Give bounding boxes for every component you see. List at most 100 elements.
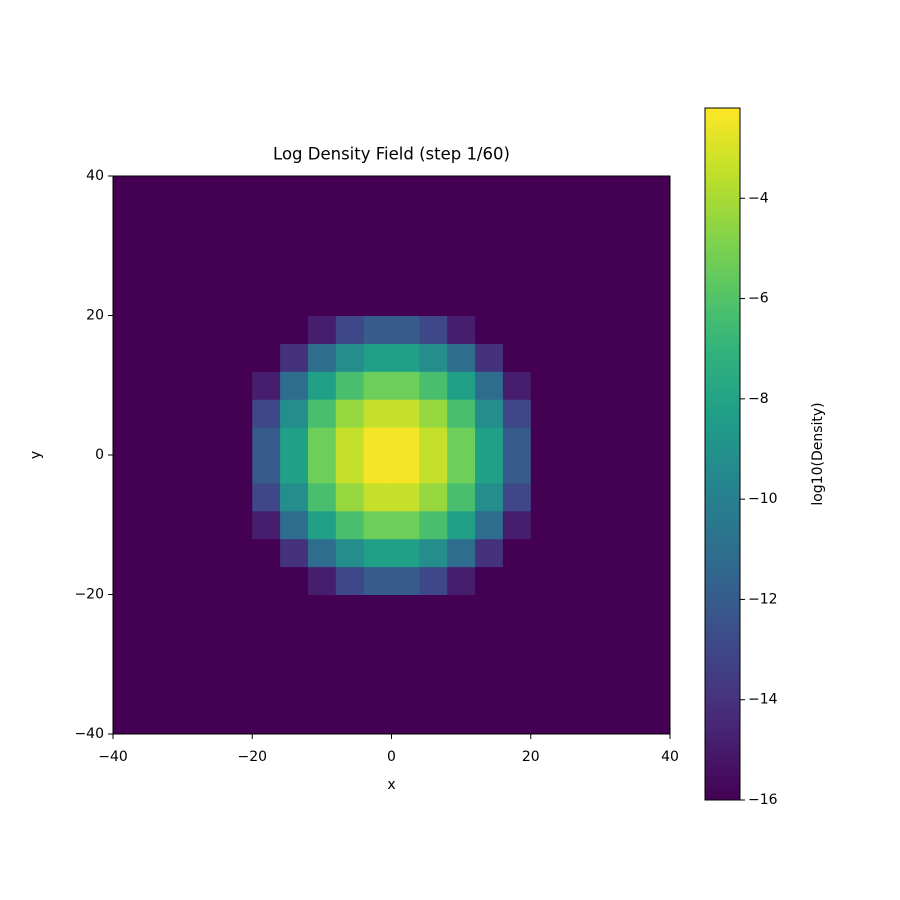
- heatmap-cell: [502, 594, 532, 623]
- heatmap-cell: [642, 203, 671, 233]
- x-tick-label: 0: [387, 749, 396, 765]
- heatmap-cell: [530, 678, 560, 707]
- heatmap-cell: [224, 231, 253, 261]
- heatmap-cell: [475, 287, 504, 316]
- heatmap-cell: [224, 287, 253, 316]
- heatmap-cell: [475, 706, 504, 735]
- heatmap-cell: [447, 650, 476, 679]
- heatmap-cell: [558, 343, 587, 372]
- heatmap-cell: [475, 566, 504, 595]
- heatmap-cell: [586, 371, 615, 400]
- heatmap-cell: [196, 510, 225, 540]
- heatmap-cell: [530, 287, 560, 316]
- heatmap-cell: [614, 399, 643, 428]
- heatmap-cell: [335, 231, 365, 261]
- heatmap-cell: [475, 399, 504, 428]
- colorbar-tick-label: −6: [748, 291, 769, 307]
- heatmap-cell: [196, 315, 225, 344]
- colorbar-tick-label: −8: [748, 391, 769, 407]
- heatmap-cell: [280, 343, 309, 372]
- heatmap-cell: [140, 650, 170, 679]
- heatmap-cell: [335, 594, 365, 623]
- heatmap-cell: [307, 594, 337, 623]
- y-tick-label: 0: [95, 447, 104, 463]
- heatmap-cell: [419, 622, 448, 651]
- heatmap-cell: [168, 594, 198, 623]
- heatmap-cell: [391, 231, 420, 261]
- heatmap-cell: [586, 566, 615, 595]
- heatmap-cell: [196, 482, 225, 512]
- heatmap-cell: [391, 343, 420, 372]
- heatmap-cell: [642, 399, 671, 428]
- heatmap-cell: [307, 203, 337, 233]
- heatmap-cell: [642, 678, 671, 707]
- x-tick-label: −40: [98, 749, 128, 765]
- heatmap-cell: [614, 315, 643, 344]
- heatmap-cell: [224, 203, 253, 233]
- heatmap-cell: [502, 510, 532, 540]
- heatmap-cell: [419, 259, 448, 289]
- heatmap-cell: [363, 343, 392, 372]
- heatmap-cell: [614, 176, 643, 205]
- heatmap-cell: [586, 231, 615, 261]
- heatmap-cell: [614, 482, 643, 512]
- heatmap-cell: [558, 176, 587, 205]
- heatmap-cell: [614, 203, 643, 233]
- heatmap-cell: [363, 231, 392, 261]
- heatmap-cell: [140, 566, 170, 595]
- heatmap-cell: [113, 594, 142, 623]
- heatmap-cell: [113, 427, 142, 456]
- heatmap-cell: [168, 538, 198, 568]
- heatmap-cell: [502, 315, 532, 344]
- heatmap-cell: [642, 287, 671, 316]
- heatmap-cell: [252, 594, 281, 623]
- heatmap-cell: [530, 482, 560, 512]
- heatmap-cell: [335, 371, 365, 400]
- heatmap-cell: [335, 622, 365, 651]
- heatmap-cell: [530, 427, 560, 456]
- heatmap-cell: [252, 343, 281, 372]
- heatmap-cell: [558, 371, 587, 400]
- heatmap-cell: [363, 706, 392, 735]
- heatmap-cell: [280, 482, 309, 512]
- heatmap-cell: [586, 399, 615, 428]
- heatmap-cell: [252, 706, 281, 735]
- heatmap-cell: [140, 455, 170, 484]
- heatmap-cell: [363, 538, 392, 568]
- heatmap-cell: [335, 510, 365, 540]
- heatmap-cell: [586, 706, 615, 735]
- heatmap-cell: [140, 510, 170, 540]
- y-tick-label: −20: [74, 587, 104, 603]
- heatmap-cell: [558, 455, 587, 484]
- heatmap-cell: [113, 455, 142, 484]
- heatmap-cell: [558, 399, 587, 428]
- heatmap-cell: [280, 455, 309, 484]
- heatmap-cell: [252, 678, 281, 707]
- heatmap-cell: [391, 371, 420, 400]
- heatmap-cell: [252, 259, 281, 289]
- heatmap-cell: [391, 287, 420, 316]
- heatmap-cell: [642, 427, 671, 456]
- heatmap-cell: [363, 259, 392, 289]
- heatmap-cell: [252, 203, 281, 233]
- heatmap-cell: [530, 510, 560, 540]
- heatmap-cell: [335, 706, 365, 735]
- heatmap-cell: [447, 455, 476, 484]
- heatmap-cell: [419, 482, 448, 512]
- heatmap-cell: [475, 371, 504, 400]
- heatmap-cell: [614, 371, 643, 400]
- heatmap-cell: [196, 706, 225, 735]
- heatmap-cell: [280, 315, 309, 344]
- heatmap-cell: [224, 315, 253, 344]
- heatmap-cell: [502, 287, 532, 316]
- heatmap-cell: [224, 455, 253, 484]
- heatmap-cell: [335, 203, 365, 233]
- heatmap-cell: [280, 706, 309, 735]
- heatmap-cell: [530, 259, 560, 289]
- heatmap-cell: [447, 566, 476, 595]
- heatmap-cell: [502, 343, 532, 372]
- heatmap-cell: [502, 482, 532, 512]
- heatmap-cell: [391, 678, 420, 707]
- heatmap-cell: [502, 427, 532, 456]
- heatmap-cell: [335, 455, 365, 484]
